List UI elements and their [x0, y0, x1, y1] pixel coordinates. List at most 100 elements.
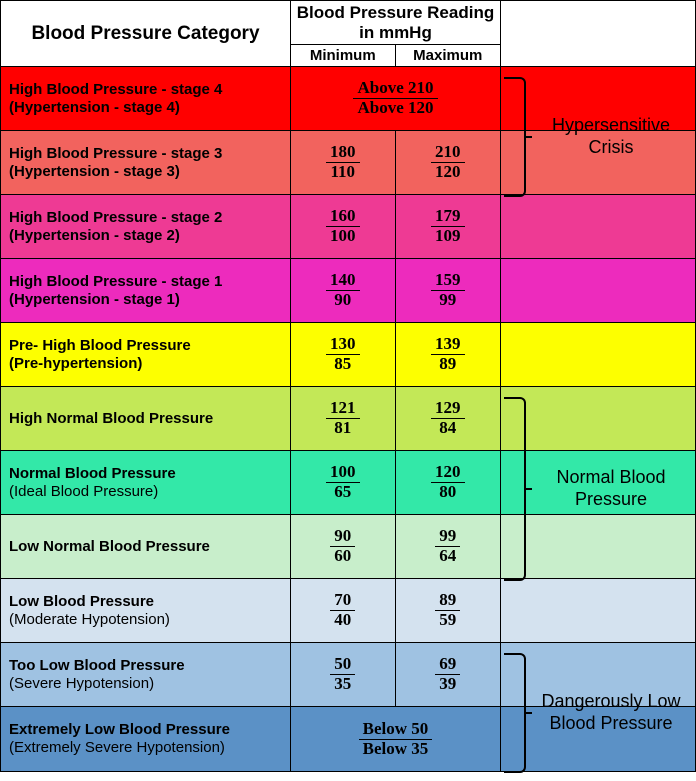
header-annotation-spacer: [501, 1, 695, 66]
annotation-bg-cell: [501, 387, 695, 450]
category-name: High Blood Pressure - stage 2: [9, 209, 282, 227]
min-cell: 160100: [291, 195, 396, 258]
diastolic-value: 110: [326, 163, 359, 182]
table-row: High Blood Pressure - stage 2(Hypertensi…: [1, 195, 695, 259]
category-cell: High Blood Pressure - stage 3(Hypertensi…: [1, 131, 291, 194]
systolic-value: 89: [435, 591, 460, 611]
min-cell: 5035: [291, 643, 396, 706]
table-row: High Blood Pressure - stage 4(Hypertensi…: [1, 67, 695, 131]
diastolic-value: 90: [330, 291, 355, 310]
category-name: Normal Blood Pressure: [9, 465, 282, 483]
annotation-bg-cell: [501, 643, 695, 706]
category-name: Low Normal Blood Pressure: [9, 538, 282, 556]
min-cell: 10065: [291, 451, 396, 514]
min-cell: Below 50Below 35: [291, 707, 500, 771]
header-max: Maximum: [396, 45, 501, 66]
annotation-bg-cell: [501, 131, 695, 194]
diastolic-value: 120: [431, 163, 465, 182]
category-name: High Normal Blood Pressure: [9, 410, 282, 428]
category-subname: (Hypertension - stage 4): [9, 99, 282, 117]
systolic-value: 160: [326, 207, 360, 227]
max-cell: 15999: [396, 259, 501, 322]
table-row: Low Normal Blood Pressure 90609964: [1, 515, 695, 579]
diastolic-value: 81: [330, 419, 355, 438]
systolic-value: 100: [326, 463, 360, 483]
reading-cell: 14090 15999: [291, 259, 501, 322]
min-cell: Above 210Above 120: [291, 67, 500, 130]
category-cell: Normal Blood Pressure(Ideal Blood Pressu…: [1, 451, 291, 514]
header-category: Blood Pressure Category: [1, 1, 291, 66]
header-min: Minimum: [291, 45, 396, 66]
diastolic-value: 39: [435, 675, 460, 694]
min-cell: 7040: [291, 579, 396, 642]
max-cell: 210120: [396, 131, 501, 194]
min-cell: 13085: [291, 323, 396, 386]
category-name: Too Low Blood Pressure: [9, 657, 282, 675]
annotation-bg-cell: [501, 195, 695, 258]
category-name: Extremely Low Blood Pressure: [9, 721, 282, 739]
bp-fraction: 160100: [326, 207, 360, 245]
category-subname: (Ideal Blood Pressure): [9, 483, 282, 501]
table-row: Too Low Blood Pressure(Severe Hypotensio…: [1, 643, 695, 707]
systolic-value: 50: [330, 655, 355, 675]
bp-fraction: 5035: [330, 655, 355, 693]
annotation-bg-cell: [501, 707, 695, 771]
header-row: Blood Pressure Category Blood Pressure R…: [1, 1, 695, 67]
category-subname: (Hypertension - stage 1): [9, 291, 282, 309]
systolic-value: 129: [431, 399, 465, 419]
annotation-bg-cell: [501, 579, 695, 642]
category-subname: (Hypertension - stage 3): [9, 163, 282, 181]
category-subname: (Extremely Severe Hypotension): [9, 739, 282, 757]
min-cell: 9060: [291, 515, 396, 578]
bp-fraction: 12181: [326, 399, 360, 437]
systolic-value: 179: [431, 207, 465, 227]
diastolic-value: 100: [326, 227, 360, 246]
reading-cell: Above 210Above 120: [291, 67, 501, 130]
reading-cell: 13085 13989: [291, 323, 501, 386]
diastolic-value: 84: [435, 419, 460, 438]
header-reading: Blood Pressure Reading in mmHg Minimum M…: [291, 1, 501, 66]
table-row: High Normal Blood Pressure 12181 12984: [1, 387, 695, 451]
table-row: Low Blood Pressure(Moderate Hypotension)…: [1, 579, 695, 643]
category-cell: Too Low Blood Pressure(Severe Hypotensio…: [1, 643, 291, 706]
diastolic-value: 80: [435, 483, 460, 502]
reading-cell: 50356939: [291, 643, 501, 706]
annotation-bg-cell: [501, 323, 695, 386]
diastolic-value: 85: [330, 355, 355, 374]
bp-fraction: Below 50Below 35: [359, 720, 433, 758]
max-cell: 8959: [396, 579, 501, 642]
systolic-value: Below 50: [359, 720, 433, 740]
max-cell: 13989: [396, 323, 501, 386]
bp-fraction: 13989: [431, 335, 465, 373]
annotation-bg-cell: [501, 515, 695, 578]
table-row: Normal Blood Pressure(Ideal Blood Pressu…: [1, 451, 695, 515]
max-cell: 9964: [396, 515, 501, 578]
systolic-value: 130: [326, 335, 360, 355]
reading-cell: 90609964: [291, 515, 501, 578]
diastolic-value: 89: [435, 355, 460, 374]
min-cell: 180110: [291, 131, 396, 194]
max-cell: 12984: [396, 387, 501, 450]
systolic-value: 70: [330, 591, 355, 611]
bp-fraction: 7040: [330, 591, 355, 629]
category-cell: High Normal Blood Pressure: [1, 387, 291, 450]
bp-fraction: 14090: [326, 271, 360, 309]
diastolic-value: 59: [435, 611, 460, 630]
reading-cell: 7040 8959: [291, 579, 501, 642]
systolic-value: 120: [431, 463, 465, 483]
category-subname: (Pre-hypertension): [9, 355, 282, 373]
systolic-value: 121: [326, 399, 360, 419]
rows-container: High Blood Pressure - stage 4(Hypertensi…: [1, 67, 695, 771]
diastolic-value: 99: [435, 291, 460, 310]
bp-fraction: 210120: [431, 143, 465, 181]
table-row: High Blood Pressure - stage 3(Hypertensi…: [1, 131, 695, 195]
max-cell: 12080: [396, 451, 501, 514]
bp-fraction: 10065: [326, 463, 360, 501]
systolic-value: 180: [326, 143, 360, 163]
category-cell: High Blood Pressure - stage 4(Hypertensi…: [1, 67, 291, 130]
bp-fraction: 15999: [431, 271, 465, 309]
systolic-value: 159: [431, 271, 465, 291]
table-row: Extremely Low Blood Pressure(Extremely S…: [1, 707, 695, 771]
diastolic-value: Below 35: [359, 740, 433, 759]
diastolic-value: Above 120: [353, 99, 437, 118]
